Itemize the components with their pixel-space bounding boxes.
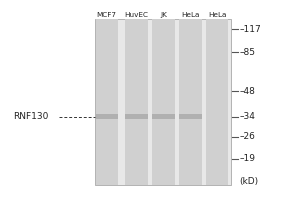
Bar (206, 19, 228, 185)
Bar (95, 19, 118, 185)
Text: HeLa: HeLa (181, 12, 200, 18)
Text: JK: JK (160, 12, 167, 18)
Text: RNF130: RNF130 (13, 112, 48, 121)
Text: (kD): (kD) (240, 177, 259, 186)
Text: –117: –117 (240, 25, 261, 34)
Bar (152, 114, 175, 119)
Text: –48: –48 (240, 87, 256, 96)
Text: HeLa: HeLa (208, 12, 226, 18)
Text: –26: –26 (240, 132, 256, 141)
Text: –85: –85 (240, 48, 256, 57)
Text: MCF7: MCF7 (97, 12, 117, 18)
Bar (95, 19, 231, 185)
Bar (152, 19, 175, 185)
Text: –19: –19 (240, 154, 256, 163)
Text: HuvEC: HuvEC (124, 12, 148, 18)
Bar (125, 19, 148, 185)
Bar (95, 114, 118, 119)
Bar (179, 114, 202, 119)
Text: –34: –34 (240, 112, 256, 121)
Bar (125, 114, 148, 119)
Bar (179, 19, 202, 185)
